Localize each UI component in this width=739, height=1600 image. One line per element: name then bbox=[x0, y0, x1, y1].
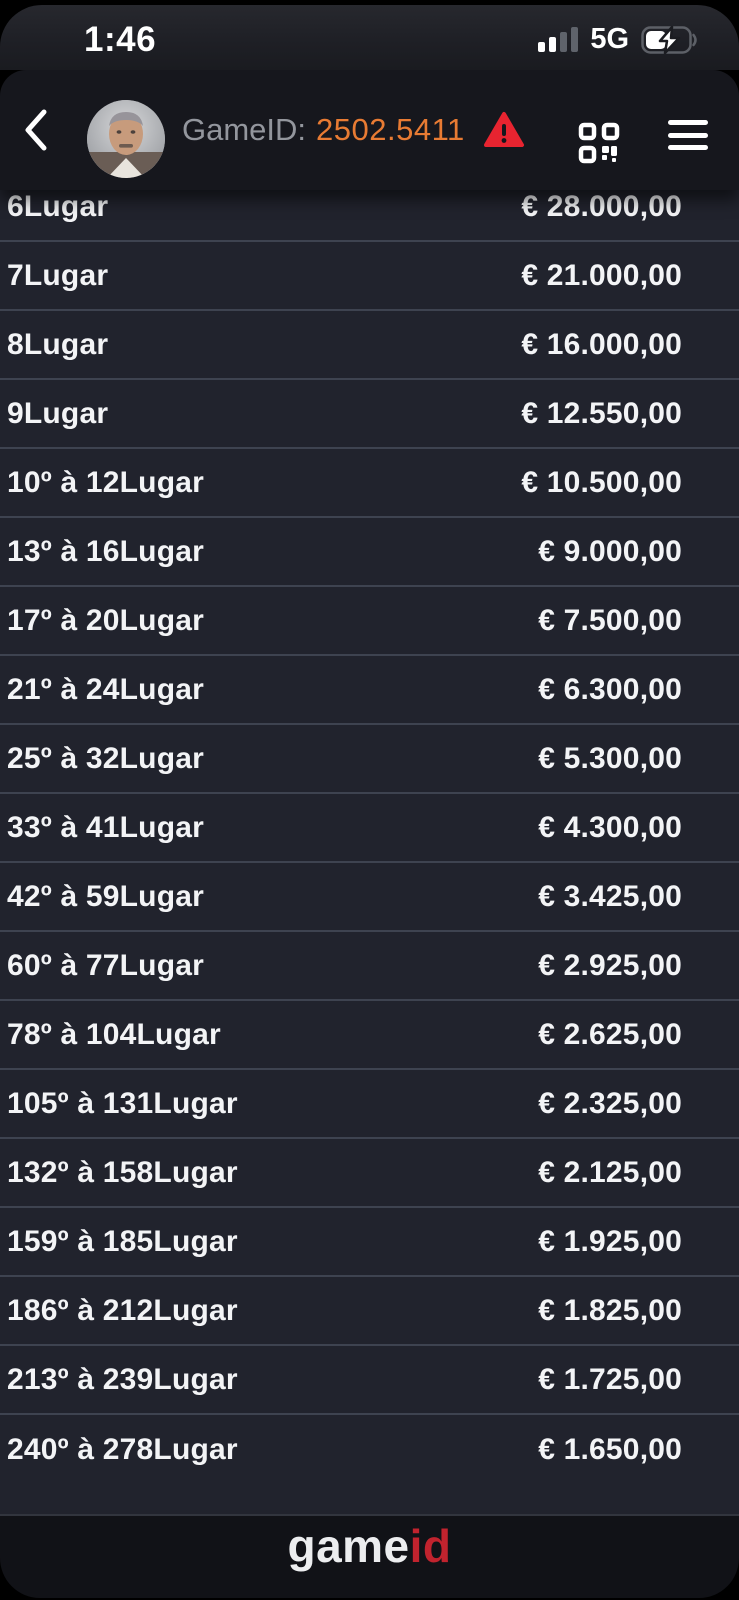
prize-value: € 2.125,00 bbox=[538, 1155, 682, 1189]
prize-row: 159º à 185Lugar € 1.925,00 bbox=[0, 1208, 739, 1277]
place-label: 105º à 131Lugar bbox=[7, 1086, 238, 1120]
prize-value: € 9.000,00 bbox=[538, 534, 682, 568]
logo-game-part: game bbox=[287, 1520, 410, 1572]
back-button[interactable] bbox=[16, 104, 56, 156]
gameid-group: GameID: 2502.5411 bbox=[182, 106, 525, 154]
place-label: 13º à 16Lugar bbox=[7, 534, 204, 568]
place-label: 213º à 239Lugar bbox=[7, 1362, 238, 1396]
place-label: 17º à 20Lugar bbox=[7, 603, 204, 637]
place-label: 159º à 185Lugar bbox=[7, 1224, 238, 1258]
prize-value: € 12.550,00 bbox=[521, 396, 682, 430]
gameid-value: 2502.5411 bbox=[316, 112, 465, 147]
prize-row: 17º à 20Lugar € 7.500,00 bbox=[0, 587, 739, 656]
prize-row: 78º à 104Lugar € 2.625,00 bbox=[0, 1001, 739, 1070]
prize-value: € 4.300,00 bbox=[538, 810, 682, 844]
prize-value: € 2.625,00 bbox=[538, 1017, 682, 1051]
cellular-signal-icon bbox=[538, 27, 579, 52]
prize-row: 21º à 24Lugar € 6.300,00 bbox=[0, 656, 739, 725]
prize-row: 10º à 12Lugar € 10.500,00 bbox=[0, 449, 739, 518]
chevron-left-icon bbox=[25, 109, 47, 151]
place-label: 240º à 278Lugar bbox=[7, 1432, 238, 1466]
prize-row: 33º à 41Lugar € 4.300,00 bbox=[0, 794, 739, 863]
prize-value: € 28.000,00 bbox=[521, 189, 682, 223]
prize-value: € 7.500,00 bbox=[538, 603, 682, 637]
app-footer: gameid bbox=[0, 1514, 739, 1598]
place-label: 8Lugar bbox=[7, 327, 109, 361]
prize-row: 25º à 32Lugar € 5.300,00 bbox=[0, 725, 739, 794]
prize-value: € 2.325,00 bbox=[538, 1086, 682, 1120]
place-label: 10º à 12Lugar bbox=[7, 465, 204, 499]
prize-row: 7Lugar € 21.000,00 bbox=[0, 242, 739, 311]
prize-value: € 6.300,00 bbox=[538, 672, 682, 706]
battery-charging-icon bbox=[641, 25, 699, 54]
prize-value: € 21.000,00 bbox=[521, 258, 682, 292]
status-bar: 1:46 5G bbox=[0, 5, 739, 70]
app-header: GameID: 2502.5411 bbox=[0, 70, 739, 190]
network-type-label: 5G bbox=[590, 23, 629, 55]
prize-row: 213º à 239Lugar € 1.725,00 bbox=[0, 1346, 739, 1415]
prize-row: 60º à 77Lugar € 2.925,00 bbox=[0, 932, 739, 1001]
qr-code-button[interactable] bbox=[578, 122, 620, 164]
prize-row: 13º à 16Lugar € 9.000,00 bbox=[0, 518, 739, 587]
prize-value: € 1.925,00 bbox=[538, 1224, 682, 1258]
place-label: 78º à 104Lugar bbox=[7, 1017, 221, 1051]
prize-value: € 5.300,00 bbox=[538, 741, 682, 775]
prize-value: € 3.425,00 bbox=[538, 879, 682, 913]
prize-value: € 1.725,00 bbox=[538, 1362, 682, 1396]
prize-list[interactable]: 6Lugar € 28.000,00 7Lugar € 21.000,00 8L… bbox=[0, 173, 739, 1514]
prize-row: 132º à 158Lugar € 2.125,00 bbox=[0, 1139, 739, 1208]
gameid-logo: gameid bbox=[287, 1523, 451, 1569]
place-label: 25º à 32Lugar bbox=[7, 741, 204, 775]
place-label: 132º à 158Lugar bbox=[7, 1155, 238, 1189]
place-label: 186º à 212Lugar bbox=[7, 1293, 238, 1327]
place-label: 60º à 77Lugar bbox=[7, 948, 204, 982]
logo-id-part: id bbox=[409, 1520, 452, 1572]
hamburger-icon bbox=[668, 120, 708, 125]
qr-code-icon bbox=[578, 122, 620, 164]
prize-row: 8Lugar € 16.000,00 bbox=[0, 311, 739, 380]
prize-row: 186º à 212Lugar € 1.825,00 bbox=[0, 1277, 739, 1346]
place-label: 33º à 41Lugar bbox=[7, 810, 204, 844]
prize-row: 42º à 59Lugar € 3.425,00 bbox=[0, 863, 739, 932]
place-label: 7Lugar bbox=[7, 258, 109, 292]
prize-row: 105º à 131Lugar € 2.325,00 bbox=[0, 1070, 739, 1139]
clock: 1:46 bbox=[84, 19, 157, 59]
place-label: 9Lugar bbox=[7, 396, 109, 430]
prize-row: 9Lugar € 12.550,00 bbox=[0, 380, 739, 449]
place-label: 21º à 24Lugar bbox=[7, 672, 204, 706]
menu-button[interactable] bbox=[668, 120, 708, 150]
prize-value: € 1.825,00 bbox=[538, 1293, 682, 1327]
warning-icon[interactable] bbox=[483, 111, 525, 149]
prize-value: € 10.500,00 bbox=[521, 465, 682, 499]
prize-value: € 1.650,00 bbox=[538, 1432, 682, 1466]
prize-value: € 16.000,00 bbox=[521, 327, 682, 361]
place-label: 42º à 59Lugar bbox=[7, 879, 204, 913]
avatar[interactable] bbox=[87, 100, 165, 178]
prize-value: € 2.925,00 bbox=[538, 948, 682, 982]
prize-row: 6Lugar € 28.000,00 bbox=[0, 173, 739, 242]
prize-row: 240º à 278Lugar € 1.650,00 bbox=[0, 1415, 739, 1484]
place-label: 6Lugar bbox=[7, 189, 109, 223]
gameid-label: GameID: bbox=[182, 112, 307, 147]
